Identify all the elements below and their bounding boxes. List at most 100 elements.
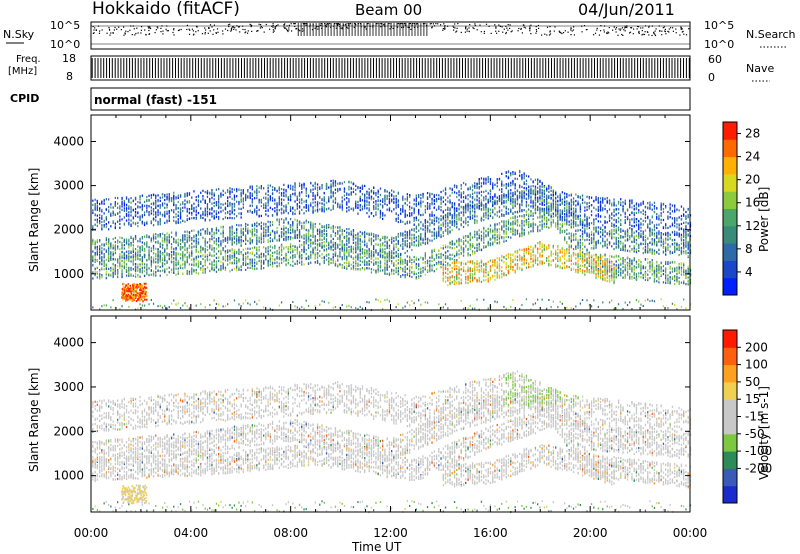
power-point — [193, 240, 194, 242]
power-point — [360, 260, 361, 262]
power-point — [283, 231, 284, 233]
power-point — [243, 191, 244, 193]
noise-point — [294, 26, 295, 27]
cpid-strip: CPID normal (fast) -151 — [10, 88, 690, 110]
noise-point — [521, 28, 522, 29]
power-point — [333, 259, 334, 261]
power-point — [175, 216, 176, 218]
power-point — [294, 189, 295, 191]
power-point — [292, 227, 293, 229]
power-point — [178, 262, 179, 264]
power-point — [191, 259, 192, 261]
power-point — [308, 240, 309, 242]
power-point — [299, 255, 300, 257]
power-point — [166, 308, 167, 310]
power-point — [268, 194, 269, 196]
power-point — [297, 263, 298, 265]
power-point — [268, 199, 269, 201]
noise-point — [233, 27, 234, 28]
power-point — [99, 246, 100, 248]
noise-point — [637, 28, 638, 29]
power-point — [391, 237, 392, 239]
power-point — [389, 198, 390, 200]
power-point — [382, 201, 383, 203]
power-point — [310, 245, 311, 247]
power-point — [223, 204, 224, 206]
power-point — [205, 244, 206, 246]
power-point — [360, 190, 361, 192]
power-point — [229, 191, 230, 193]
power-point — [99, 254, 100, 256]
power-point — [207, 192, 208, 194]
power-point — [274, 232, 275, 234]
power-point — [375, 258, 376, 260]
power-point — [366, 250, 367, 252]
power-point — [202, 265, 203, 267]
power-point — [330, 258, 331, 260]
power-point — [133, 200, 134, 202]
power-point — [124, 244, 125, 246]
power-point — [396, 236, 397, 238]
power-point — [209, 208, 210, 210]
power-point — [157, 258, 158, 260]
power-point — [270, 264, 271, 266]
power-point — [191, 204, 192, 206]
noise-point — [141, 30, 142, 31]
power-point — [178, 211, 179, 213]
power-point — [247, 232, 248, 234]
power-point — [366, 301, 367, 303]
power-point — [274, 258, 275, 260]
nave-tick-low: 0 — [708, 71, 715, 84]
power-point — [303, 251, 304, 253]
power-point — [146, 269, 147, 271]
power-point — [92, 250, 93, 252]
power-point — [119, 220, 120, 222]
power-point — [373, 206, 374, 208]
power-point — [241, 200, 242, 202]
power-point — [261, 236, 262, 238]
power-point — [306, 190, 307, 192]
noise-point — [287, 31, 288, 32]
power-point — [303, 201, 304, 203]
power-point — [409, 242, 410, 244]
power-point — [344, 267, 345, 269]
power-point — [272, 247, 273, 249]
power-point — [99, 203, 100, 205]
power-point — [353, 252, 354, 254]
power-point — [146, 199, 147, 201]
power-point — [157, 241, 158, 243]
power-point — [160, 250, 161, 252]
power-point — [101, 263, 102, 265]
power-point — [355, 201, 356, 203]
power-point — [380, 262, 381, 264]
power-point — [389, 245, 390, 247]
power-point — [214, 202, 215, 204]
noise-point — [204, 28, 205, 29]
power-point — [279, 248, 280, 250]
power-point — [268, 204, 269, 206]
power-point — [252, 264, 253, 266]
noise-point — [529, 28, 530, 29]
power-point — [360, 255, 361, 257]
power-point — [268, 226, 269, 228]
noise-point — [135, 33, 136, 34]
power-point — [294, 254, 295, 256]
power-point — [321, 206, 322, 208]
power-point — [373, 215, 374, 217]
power-point — [337, 188, 338, 190]
power-point — [366, 267, 367, 269]
noise-point — [276, 25, 277, 26]
power-point — [294, 200, 295, 202]
power-point — [137, 256, 138, 258]
power-point — [243, 203, 244, 205]
power-point — [389, 257, 390, 259]
noise-point — [96, 30, 97, 31]
power-point — [232, 239, 233, 241]
power-point — [364, 249, 365, 251]
power-point — [95, 199, 96, 201]
power-point — [124, 216, 125, 218]
power-point — [187, 256, 188, 258]
power-point — [274, 262, 275, 264]
power-point — [405, 306, 406, 308]
power-point — [384, 203, 385, 205]
